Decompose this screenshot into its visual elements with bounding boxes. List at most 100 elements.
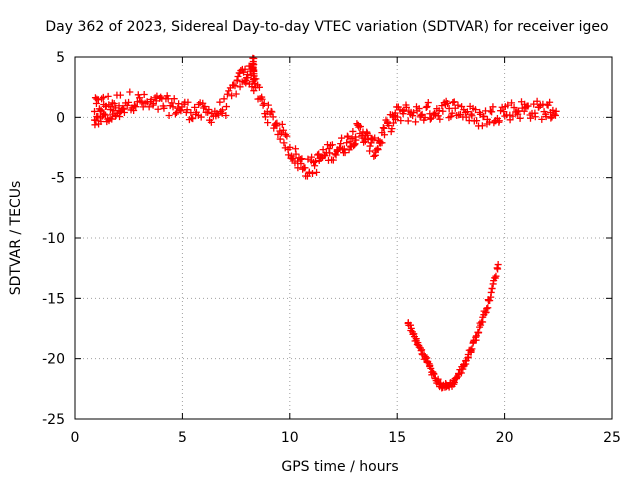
data-point bbox=[125, 98, 133, 106]
x-tick-label: 20 bbox=[496, 430, 514, 446]
data-point bbox=[232, 90, 240, 98]
data-point bbox=[380, 124, 388, 132]
data-point bbox=[388, 125, 396, 133]
data-point bbox=[328, 141, 336, 149]
data-point bbox=[298, 155, 306, 163]
data-point bbox=[260, 99, 268, 107]
data-point bbox=[494, 261, 502, 269]
chart-title: Day 362 of 2023, Sidereal Day-to-day VTE… bbox=[45, 19, 608, 35]
data-point bbox=[527, 114, 535, 122]
y-tick-label: -20 bbox=[42, 352, 65, 368]
data-point bbox=[329, 156, 337, 164]
plot-frame bbox=[74, 56, 613, 420]
data-point bbox=[297, 160, 305, 168]
data-point bbox=[301, 164, 309, 172]
data-point bbox=[509, 112, 517, 120]
data-point bbox=[412, 335, 420, 343]
data-point bbox=[223, 90, 231, 98]
data-point bbox=[480, 112, 488, 120]
data-point bbox=[436, 115, 444, 123]
data-point bbox=[250, 75, 258, 83]
data-point bbox=[177, 107, 185, 115]
data-point bbox=[467, 110, 475, 118]
data-point bbox=[269, 113, 277, 121]
y-tick-label: -10 bbox=[42, 231, 65, 247]
data-point bbox=[205, 106, 213, 113]
data-point bbox=[489, 103, 497, 111]
data-point bbox=[486, 107, 494, 115]
data-point bbox=[478, 122, 486, 130]
data-point bbox=[338, 134, 346, 142]
data-point bbox=[426, 115, 434, 123]
data-point bbox=[241, 65, 249, 73]
data-point bbox=[487, 288, 495, 296]
data-point bbox=[488, 108, 496, 116]
data-point bbox=[157, 93, 165, 101]
data-point bbox=[450, 378, 458, 386]
data-point bbox=[409, 112, 417, 120]
data-point bbox=[165, 111, 173, 119]
data-point bbox=[341, 149, 349, 157]
data-point bbox=[520, 107, 528, 115]
data-point bbox=[549, 106, 557, 114]
data-point bbox=[407, 324, 415, 332]
data-point bbox=[116, 91, 124, 99]
data-point bbox=[169, 103, 177, 111]
data-point bbox=[454, 101, 462, 109]
x-tick-label: 10 bbox=[281, 430, 299, 446]
data-point bbox=[352, 136, 360, 144]
data-point bbox=[147, 95, 155, 103]
data-point bbox=[495, 117, 503, 125]
y-tick-label: -25 bbox=[42, 412, 65, 428]
data-point bbox=[393, 113, 401, 121]
data-point bbox=[533, 97, 541, 105]
data-point bbox=[423, 354, 431, 362]
y-axis-label: SDTVAR / TECUs bbox=[8, 181, 24, 296]
data-point bbox=[201, 102, 209, 110]
data-point bbox=[264, 101, 272, 109]
data-point bbox=[485, 118, 493, 126]
data-point bbox=[126, 88, 134, 96]
data-point bbox=[423, 103, 431, 111]
data-point bbox=[546, 98, 554, 106]
data-point bbox=[225, 87, 233, 95]
data-point bbox=[294, 164, 302, 172]
data-point bbox=[439, 107, 447, 115]
data-point bbox=[273, 119, 281, 127]
data-point bbox=[164, 95, 172, 103]
y-ticks: 5 0 -5 -10 -15 -20 -25 bbox=[42, 50, 612, 428]
data-point bbox=[483, 305, 491, 313]
data-point bbox=[104, 92, 112, 100]
data-point bbox=[220, 95, 228, 103]
data-point bbox=[452, 375, 460, 383]
data-point bbox=[276, 135, 284, 143]
data-point bbox=[216, 98, 224, 106]
data-point bbox=[317, 155, 325, 163]
data-point bbox=[444, 99, 452, 107]
data-point bbox=[430, 109, 438, 117]
y-tick-label: 0 bbox=[56, 110, 65, 126]
data-point bbox=[542, 113, 550, 121]
data-point bbox=[283, 132, 291, 140]
data-point bbox=[134, 91, 142, 99]
data-point bbox=[119, 104, 127, 112]
data-point bbox=[218, 106, 226, 114]
data-point bbox=[508, 99, 516, 107]
data-point bbox=[337, 140, 345, 148]
data-point bbox=[230, 81, 238, 89]
data-point bbox=[524, 102, 532, 110]
y-tick-label: -15 bbox=[42, 291, 65, 307]
data-point bbox=[154, 105, 162, 113]
data-point bbox=[381, 131, 389, 139]
data-point bbox=[510, 104, 518, 112]
data-point bbox=[160, 104, 168, 112]
data-point bbox=[348, 134, 356, 142]
data-point bbox=[552, 107, 560, 115]
data-point bbox=[379, 124, 387, 132]
data-point bbox=[447, 113, 455, 121]
data-point bbox=[278, 120, 286, 128]
data-point bbox=[402, 103, 410, 111]
data-point bbox=[514, 110, 522, 118]
